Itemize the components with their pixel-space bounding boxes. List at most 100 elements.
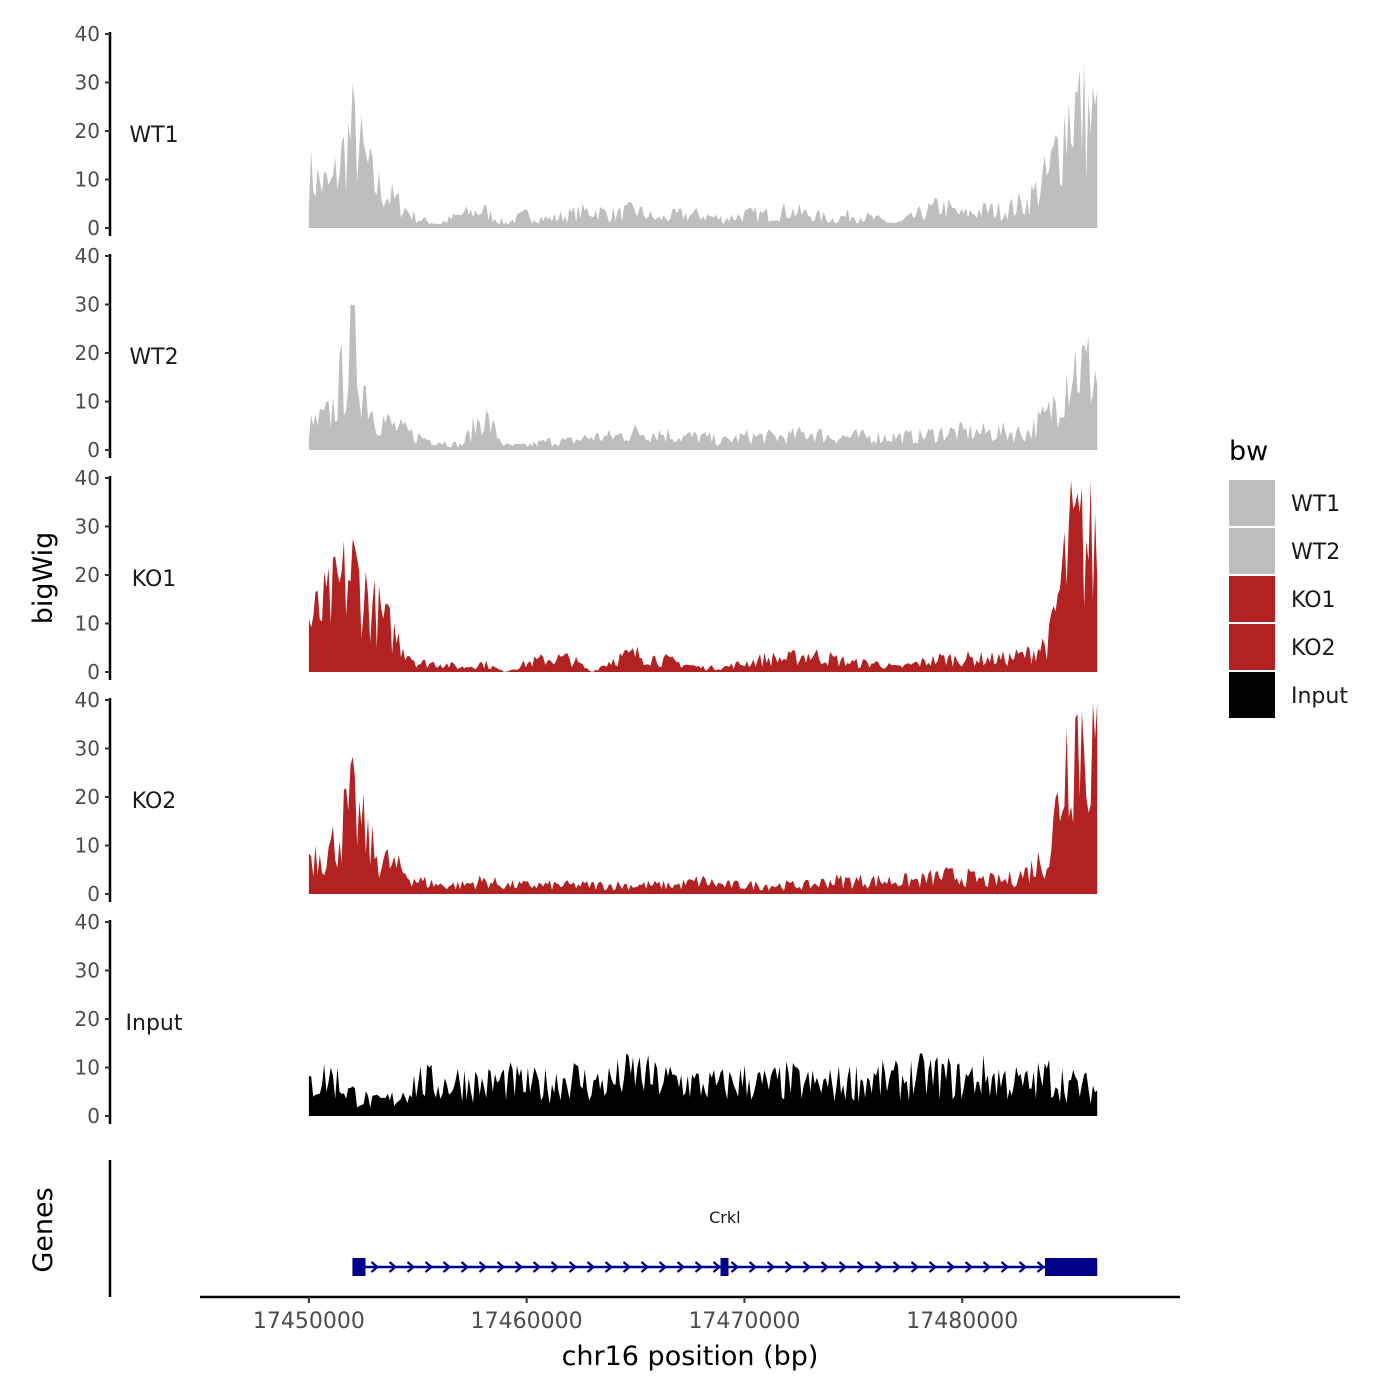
gene-exon: [720, 1258, 729, 1276]
signal-area-ko2: [308, 702, 1098, 894]
y-tick-label: 20: [75, 341, 100, 365]
y-tick-label: 30: [75, 71, 100, 95]
strand-arrow: [658, 1261, 668, 1273]
strand-arrow: [982, 1261, 992, 1273]
strand-arrow: [676, 1261, 686, 1273]
strand-arrow: [586, 1261, 596, 1273]
strand-arrow: [604, 1261, 614, 1273]
strand-arrow: [550, 1261, 560, 1273]
y-tick-label: 0: [87, 438, 100, 462]
strand-arrow: [910, 1261, 920, 1273]
strand-arrow: [874, 1261, 884, 1273]
y-tick-label: 0: [87, 1104, 100, 1128]
y-tick-label: 20: [75, 119, 100, 143]
strand-arrow: [640, 1261, 650, 1273]
strand-arrow: [694, 1261, 704, 1273]
y-tick-label: 10: [75, 612, 100, 636]
strand-arrow: [1018, 1261, 1028, 1273]
y-tick-label: 10: [75, 168, 100, 192]
legend-label-wt1: WT1: [1291, 492, 1340, 517]
strand-arrow: [1000, 1261, 1010, 1273]
gene-track: Crkl: [108, 1160, 1098, 1297]
signal-area-input: [308, 1053, 1098, 1116]
genes-axis-title: Genes: [28, 1187, 59, 1272]
y-tick-label: 20: [75, 563, 100, 587]
strand-arrow: [892, 1261, 902, 1273]
strand-arrow: [442, 1261, 452, 1273]
y-tick-label: 30: [75, 515, 100, 539]
track-panels: 0 10 20 30 40 WT1 0 10 20 30 40 WT2 0 10 20 30 40 KO1 0 10 2…: [75, 22, 1098, 1128]
strand-arrow: [568, 1261, 578, 1273]
y-axis-title: bigWig: [28, 532, 59, 625]
gene-exon: [1044, 1258, 1098, 1276]
strand-arrow: [406, 1261, 416, 1273]
y-tick-label: 30: [75, 293, 100, 317]
x-tick-label: 17450000: [253, 1309, 365, 1334]
strand-arrow: [766, 1261, 776, 1273]
strand-arrow: [532, 1261, 542, 1273]
track-label: KO1: [132, 567, 177, 592]
track-label: KO2: [132, 789, 177, 814]
y-tick-label: 20: [75, 1007, 100, 1031]
legend-swatch-input: [1229, 672, 1275, 718]
x-axis: 17450000 17460000 17470000 17480000: [200, 1295, 1180, 1334]
strand-arrow: [622, 1261, 632, 1273]
strand-arrow: [370, 1261, 380, 1273]
strand-arrow: [838, 1261, 848, 1273]
signal-area-wt1: [308, 61, 1098, 229]
track-wt1: 0 10 20 30 40 WT1: [75, 22, 1098, 240]
legend-swatch-wt2: [1229, 528, 1275, 574]
y-tick-label: 0: [87, 660, 100, 684]
strand-arrow: [514, 1261, 524, 1273]
x-tick-label: 17460000: [471, 1309, 583, 1334]
track-label: WT2: [129, 345, 178, 370]
legend-label-ko1: KO1: [1291, 588, 1336, 613]
y-tick-label: 0: [87, 216, 100, 240]
y-tick-label: 40: [75, 910, 100, 934]
legend-swatch-wt1: [1229, 480, 1275, 526]
signal-area-wt2: [308, 304, 1098, 450]
y-tick-label: 30: [75, 959, 100, 983]
gene-exon: [352, 1258, 366, 1276]
legend-swatch-ko2: [1229, 624, 1275, 670]
strand-arrow: [730, 1261, 740, 1273]
strand-arrow: [802, 1261, 812, 1273]
gene-name-label: Crkl: [709, 1208, 740, 1227]
x-tick-label: 17470000: [688, 1309, 800, 1334]
y-tick-label: 10: [75, 390, 100, 414]
strand-arrow: [460, 1261, 470, 1273]
strand-arrow: [946, 1261, 956, 1273]
strand-arrow: [388, 1261, 398, 1273]
legend-label-wt2: WT2: [1291, 540, 1340, 565]
strand-arrow: [496, 1261, 506, 1273]
strand-arrow: [748, 1261, 758, 1273]
legend-label-ko2: KO2: [1291, 636, 1336, 661]
legend-title: bw: [1229, 436, 1268, 467]
track-ko1: 0 10 20 30 40 KO1: [75, 466, 1098, 684]
strand-arrow: [1036, 1261, 1046, 1273]
y-tick-label: 0: [87, 882, 100, 906]
legend: bw WT1 WT2 KO1 KO2 Input: [1229, 436, 1348, 718]
y-tick-label: 40: [75, 244, 100, 268]
x-axis-title: chr16 position (bp): [562, 1341, 819, 1372]
strand-arrow: [964, 1261, 974, 1273]
strand-arrow: [928, 1261, 938, 1273]
strand-arrow: [478, 1261, 488, 1273]
y-tick-label: 30: [75, 737, 100, 761]
y-tick-label: 10: [75, 834, 100, 858]
y-tick-label: 40: [75, 466, 100, 490]
track-wt2: 0 10 20 30 40 WT2: [75, 244, 1098, 462]
legend-swatch-ko1: [1229, 576, 1275, 622]
strand-arrow: [784, 1261, 794, 1273]
y-tick-label: 10: [75, 1056, 100, 1080]
signal-area-ko1: [308, 480, 1098, 672]
y-tick-label: 20: [75, 785, 100, 809]
strand-arrow: [856, 1261, 866, 1273]
track-input: 0 10 20 30 40 Input: [75, 910, 1098, 1128]
strand-arrow: [820, 1261, 830, 1273]
x-tick-label: 17480000: [906, 1309, 1018, 1334]
legend-label-input: Input: [1291, 684, 1348, 709]
strand-arrow: [424, 1261, 434, 1273]
y-tick-label: 40: [75, 688, 100, 712]
